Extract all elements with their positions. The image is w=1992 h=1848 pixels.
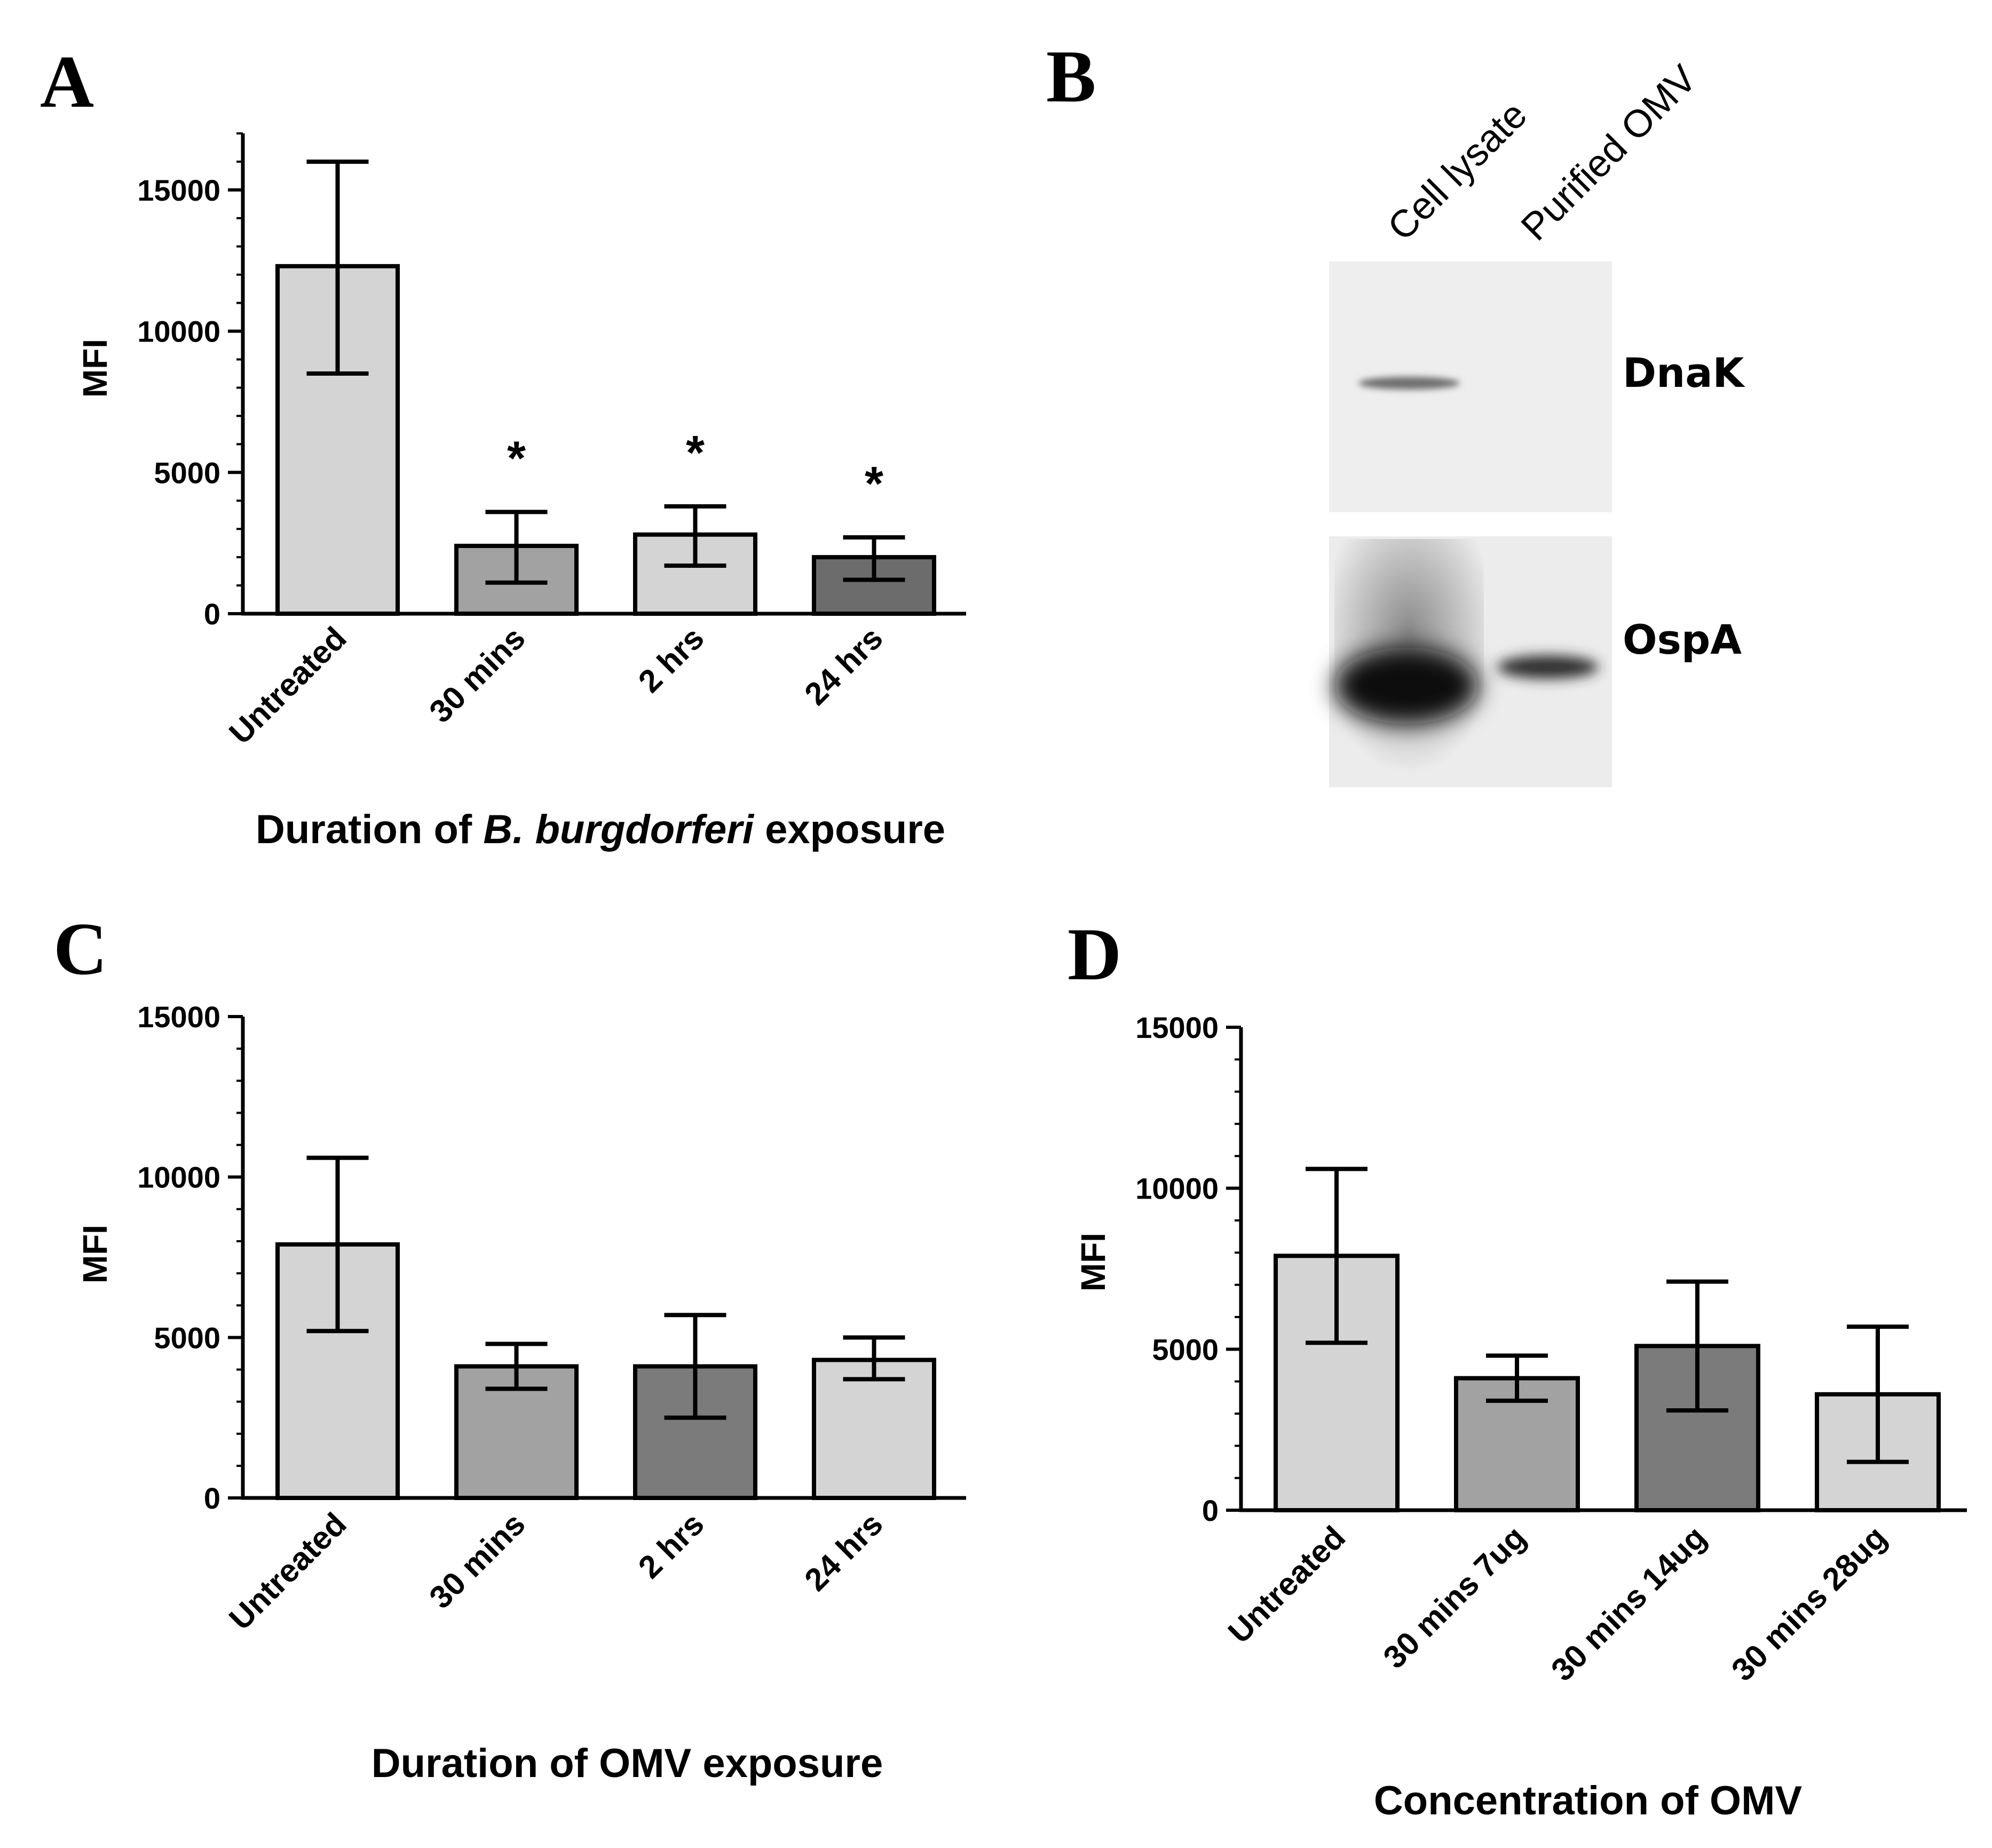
chart-d-category-label-30-mins-14ug: 30 mins 14ug [1544, 1519, 1713, 1688]
panel-letter-d: D [1068, 913, 1121, 996]
chart-panel-a: MFI Duration of B. burgdorferi exposure … [76, 132, 966, 852]
chart-a-significance-marker-24-hrs: * [865, 457, 883, 511]
chart-a-category-label-30-mins: 30 mins [422, 620, 532, 729]
panel-letter-a: A [40, 41, 94, 123]
chart-c-y-tick-label: 10000 [137, 1161, 220, 1194]
blot-lane-label-purified-omv: Purified OMV [1513, 57, 1705, 249]
chart-a-y-axis-title: MFI [76, 339, 114, 398]
blot-band-label-ospa: OspA [1623, 616, 1742, 663]
chart-a-category-label-24-hrs: 24 hrs [797, 620, 889, 712]
chart-a-x-axis-title-part-1: Duration of [256, 807, 483, 852]
chart-d-category-label-30-mins-7ug: 30 mins 7ug [1377, 1519, 1533, 1676]
chart-d-y-axis-title: MFI [1074, 1233, 1112, 1291]
chart-c-y-axis-title: MFI [76, 1225, 114, 1283]
chart-c-category-label-untreated: Untreated [222, 1506, 353, 1637]
chart-a-y-tick-label: 0 [204, 597, 220, 631]
chart-a-significance-marker-2-hrs: * [686, 426, 705, 480]
chart-a-x-axis-title-species: B. burgdorferi [483, 807, 755, 852]
chart-d-y-tick-label: 0 [1202, 1494, 1219, 1527]
chart-c-y-tick-label: 15000 [137, 1000, 220, 1034]
chart-a-category-label-untreated: Untreated [222, 620, 353, 751]
chart-d-category-label-30-mins-28ug: 30 mins 28ug [1725, 1519, 1893, 1688]
panel-letter-c: C [53, 908, 107, 990]
chart-c-category-label-30-mins: 30 mins [422, 1506, 532, 1615]
chart-c-y-tick-label: 5000 [154, 1321, 220, 1354]
chart-d-y-tick-label: 5000 [1152, 1333, 1219, 1366]
blot-ospa-band-cell-lysate [1334, 647, 1479, 724]
chart-c-y-tick-label: 0 [204, 1481, 220, 1515]
chart-d-category-label-untreated: Untreated [1221, 1519, 1352, 1650]
chart-panel-d: MFI Concentration of OMV 0 5000 10000 15000… [1074, 1011, 1967, 1823]
chart-a-category-label-2-hrs: 2 hrs [631, 620, 711, 700]
chart-a-x-axis-title: Duration of B. burgdorferi exposure [256, 807, 945, 852]
chart-panel-c: MFI Duration of OMV exposure 0 5000 10000 1… [76, 1000, 966, 1786]
western-blot-panel: Cell lysate Purified OMV DnaK OspA [1329, 57, 1745, 787]
chart-a-y-tick-label: 15000 [137, 173, 220, 207]
chart-c-category-label-24-hrs: 24 hrs [797, 1506, 889, 1598]
panel-letter-b: B [1046, 35, 1096, 118]
chart-a-x-axis-title-part-3: exposure [754, 807, 945, 852]
chart-c-x-axis-title: Duration of OMV exposure [371, 1741, 883, 1786]
chart-a-y-tick-label: 10000 [137, 315, 220, 348]
blot-lane-label-cell-lysate: Cell lysate [1380, 93, 1535, 249]
chart-d-x-axis-title: Concentration of OMV [1374, 1778, 1803, 1823]
chart-a-significance-marker-30-mins: * [507, 432, 526, 485]
blot-band-label-dnak: DnaK [1623, 349, 1745, 396]
chart-a-y-tick-label: 5000 [154, 456, 220, 489]
chart-d-y-tick-label: 15000 [1135, 1011, 1219, 1044]
chart-d-y-tick-label: 10000 [1135, 1172, 1219, 1205]
blot-dnak-band-cell-lysate [1358, 377, 1460, 390]
blot-ospa-band-purified-omv [1497, 655, 1599, 679]
chart-a-bar-2-hrs [633, 532, 757, 616]
chart-c-category-label-2-hrs: 2 hrs [631, 1506, 711, 1585]
